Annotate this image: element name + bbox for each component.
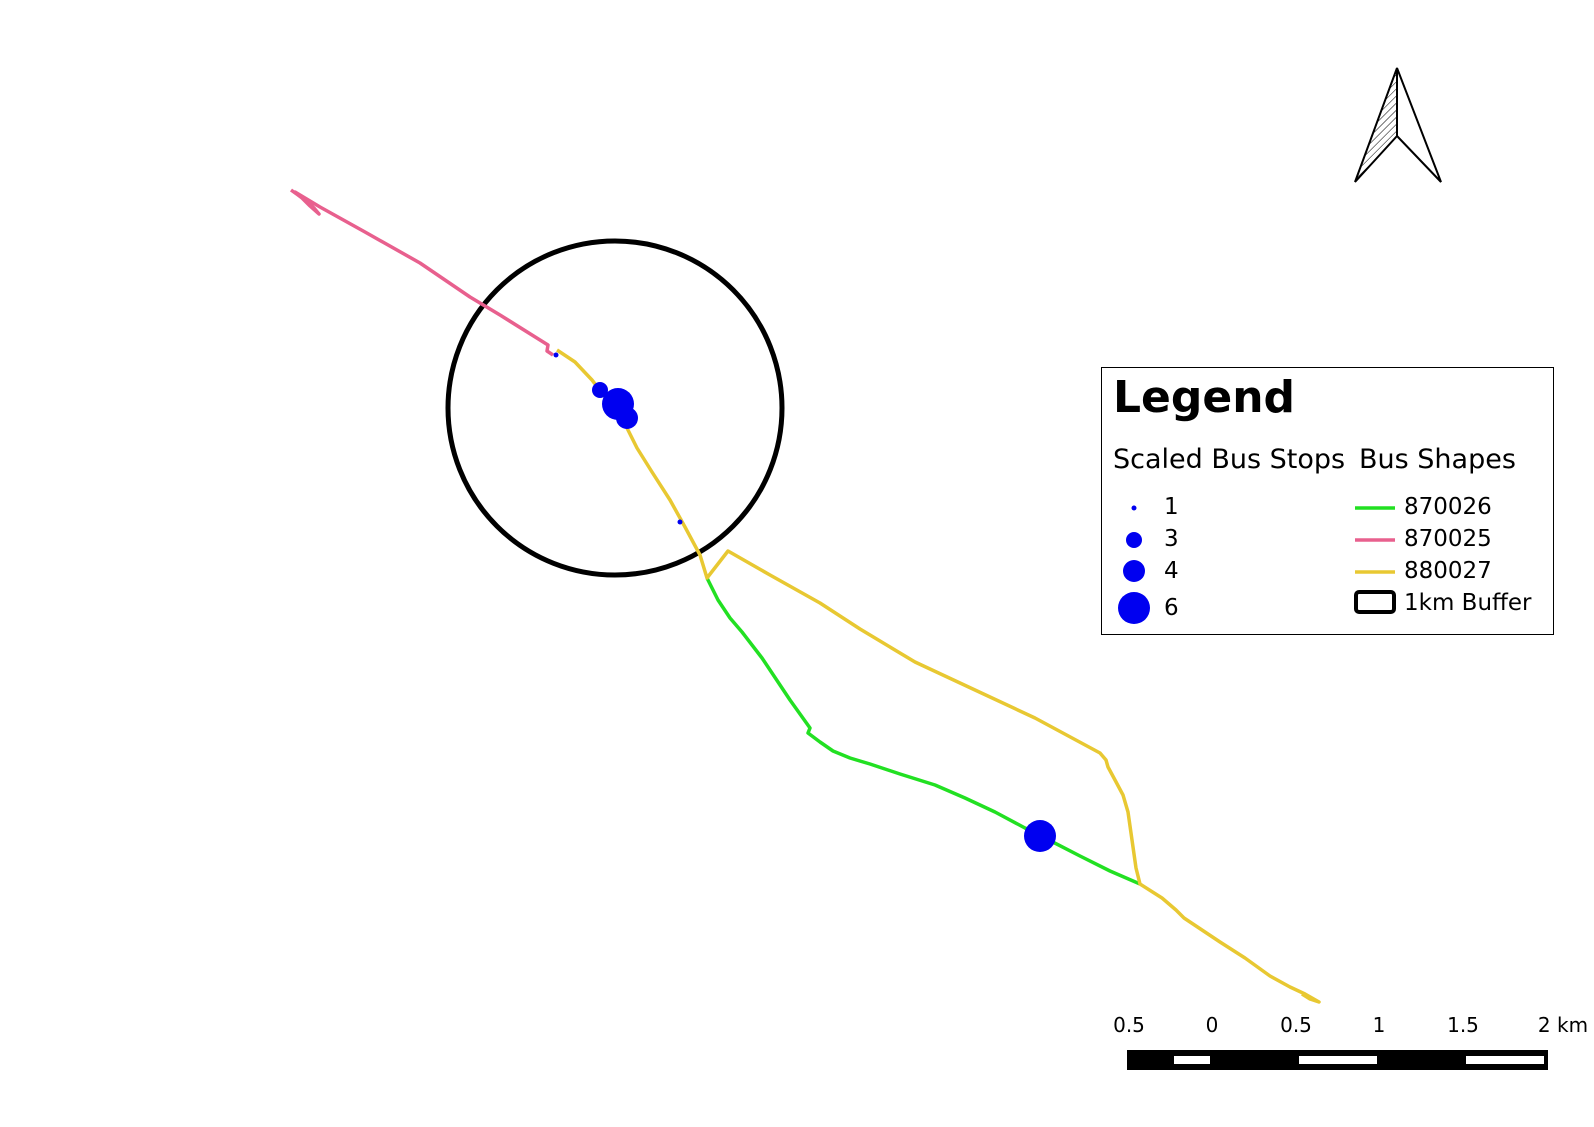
stop-size-label: 3 (1164, 526, 1179, 552)
route-label-880027: 880027 (1404, 558, 1492, 584)
route-880027-line (556, 348, 1321, 1004)
legend-box: Legend Scaled Bus Stops Bus Shapes 1 3 4… (1101, 367, 1554, 635)
north-arrow-icon (1354, 67, 1442, 183)
bus-stop-marker (592, 382, 608, 398)
bus-stop-marker (1024, 820, 1056, 852)
stop-size-symbol (1131, 505, 1137, 511)
stop-size-symbol (1126, 532, 1142, 548)
route-870025-line (289, 188, 554, 357)
legend-symbols (1118, 505, 1396, 624)
shapes-heading: Bus Shapes (1359, 444, 1516, 475)
scale-label: 1 (1372, 1013, 1386, 1037)
scale-label: 1.5 (1447, 1013, 1479, 1037)
stop-size-symbol (1123, 560, 1145, 582)
route-870026-line (705, 577, 1141, 886)
scale-label: 2 km (1537, 1013, 1589, 1037)
scale-bar (1127, 1050, 1548, 1070)
stops-heading: Scaled Bus Stops (1113, 444, 1346, 475)
scale-label: 0.5 (1280, 1013, 1312, 1037)
scale-label: 0.5 (1113, 1013, 1145, 1037)
stop-size-label: 6 (1164, 595, 1179, 621)
buffer-label: 1km Buffer (1404, 590, 1532, 616)
bus-stop-marker (553, 352, 559, 358)
legend-title: Legend (1113, 372, 1296, 423)
route-label-870025: 870025 (1404, 526, 1492, 552)
scale-label: 0 (1205, 1013, 1219, 1037)
buffer-circle (445, 238, 785, 578)
route-label-870026: 870026 (1404, 494, 1492, 520)
stop-size-symbol (1118, 592, 1150, 624)
buffer-swatch (1354, 590, 1396, 614)
stop-size-label: 1 (1164, 494, 1179, 520)
bus-stop-marker (616, 407, 638, 429)
bus-stop-marker (677, 519, 683, 525)
stop-size-label: 4 (1164, 558, 1179, 584)
